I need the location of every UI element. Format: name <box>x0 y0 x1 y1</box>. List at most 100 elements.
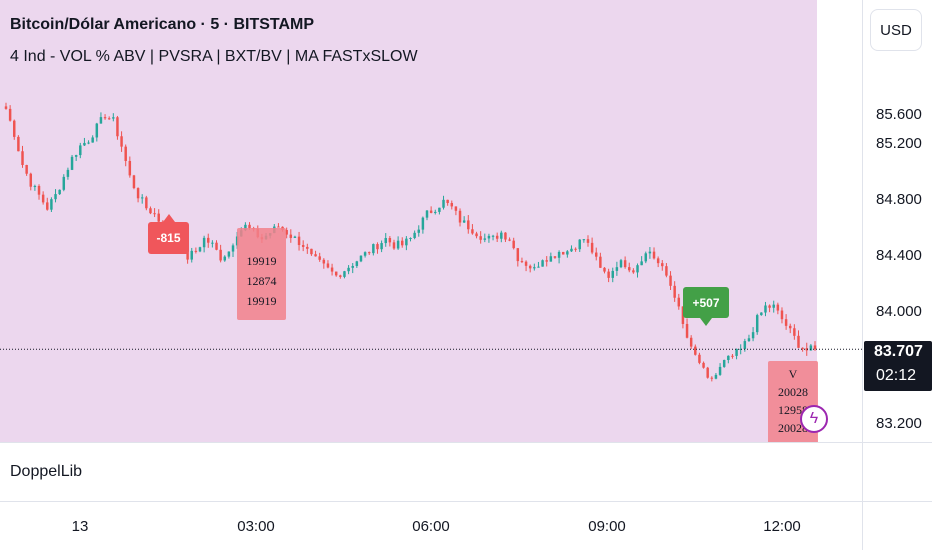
candle <box>694 344 697 356</box>
candle <box>755 313 759 335</box>
candle-body <box>599 256 602 268</box>
candle-body <box>739 348 742 350</box>
candle-body <box>223 256 226 261</box>
candle <box>314 250 317 257</box>
candle-body <box>755 315 759 333</box>
candle <box>714 373 718 380</box>
candle-body <box>388 238 392 243</box>
candle <box>665 263 668 278</box>
candle <box>780 307 784 324</box>
candle <box>553 256 557 259</box>
candle <box>401 237 404 248</box>
volume-value: 20028 <box>778 385 808 399</box>
candle <box>619 258 623 269</box>
candle <box>54 189 57 203</box>
candle-body <box>644 253 648 262</box>
candle-body <box>277 226 280 228</box>
candle-body <box>694 346 697 355</box>
candle-body <box>219 249 222 261</box>
price-tick-label: 83.200 <box>876 415 922 432</box>
candle-body <box>91 137 94 143</box>
candle-body <box>813 345 817 350</box>
candle <box>301 240 305 252</box>
delta-positive-label: +507 <box>683 287 729 318</box>
indicator-name[interactable]: DoppelLib <box>10 463 83 480</box>
candle-body <box>458 210 462 223</box>
candle <box>297 231 301 251</box>
currency-button[interactable]: USD <box>870 9 922 51</box>
candle <box>731 353 734 359</box>
main-chart-pane[interactable]: Bitcoin/Dólar Americano · 5 · BITSTAMP 4… <box>0 0 862 442</box>
candle-body <box>727 355 730 361</box>
candle-body <box>582 239 586 241</box>
candle <box>545 256 548 267</box>
candle <box>293 235 297 238</box>
candle-body <box>450 203 454 207</box>
candle <box>367 251 371 255</box>
candle-body <box>120 136 123 147</box>
indicator-pane[interactable]: DoppelLib <box>0 442 862 501</box>
candle <box>813 341 817 351</box>
lightning-alert-icon[interactable]: ϟ <box>800 405 828 433</box>
symbol-legend-title[interactable]: Bitcoin/Dólar Americano · 5 · BITSTAMP <box>10 16 315 33</box>
candle <box>491 234 495 241</box>
candle <box>355 260 359 268</box>
candle <box>116 115 119 140</box>
price-tick-label: 84.400 <box>876 247 922 264</box>
candle-body <box>425 210 429 218</box>
candle-body <box>83 142 86 146</box>
candle <box>628 262 631 273</box>
candle-body <box>37 185 41 195</box>
candle-body <box>793 328 796 336</box>
candle-body <box>533 267 536 269</box>
candle <box>384 233 387 247</box>
candle <box>37 184 41 200</box>
candle-body <box>549 256 553 262</box>
volume-value: 19919 <box>246 294 277 308</box>
candle <box>231 243 235 257</box>
candle <box>797 330 800 348</box>
candle <box>652 247 656 260</box>
candle <box>25 164 28 176</box>
candle-body <box>248 224 251 229</box>
candle-body <box>29 173 33 187</box>
candle <box>29 172 33 191</box>
candle <box>21 145 24 168</box>
candle <box>33 184 37 191</box>
candle-body <box>343 271 346 277</box>
candle <box>537 261 540 268</box>
volume-marker: V <box>788 367 798 381</box>
candle-body <box>318 256 321 260</box>
candle-body <box>731 355 734 357</box>
candle-body <box>491 235 495 237</box>
candle-body <box>483 238 487 240</box>
candle <box>702 361 705 369</box>
candle-body <box>376 244 379 250</box>
candle <box>673 281 676 302</box>
candle-body <box>194 250 198 252</box>
candle-body <box>776 304 780 311</box>
time-axis[interactable]: 13 03:00 06:00 09:00 12:00 <box>0 501 862 550</box>
candle-body <box>211 242 214 244</box>
candle-body <box>665 266 668 276</box>
candle-body <box>698 354 701 363</box>
candle-body <box>66 169 70 177</box>
candle <box>417 225 420 237</box>
candle-body <box>541 260 544 267</box>
candle-body <box>500 232 503 239</box>
candle-body <box>79 145 82 156</box>
candlestick-chart[interactable] <box>0 0 862 442</box>
candle-body <box>512 240 515 249</box>
indicator-scale[interactable] <box>862 442 932 501</box>
volume-value: 19919 <box>246 254 277 268</box>
candle <box>438 207 441 215</box>
candle-body <box>702 362 705 368</box>
candle <box>574 247 577 252</box>
candle-body <box>619 260 623 268</box>
candle <box>429 206 433 214</box>
price-tick-label: 85.200 <box>876 135 922 152</box>
indicators-legend[interactable]: 4 Ind - VOL % ABV | PVSRA | BXT/BV | MA … <box>10 48 418 65</box>
candle <box>128 156 132 178</box>
candle <box>326 260 330 269</box>
candle-body <box>508 239 511 241</box>
